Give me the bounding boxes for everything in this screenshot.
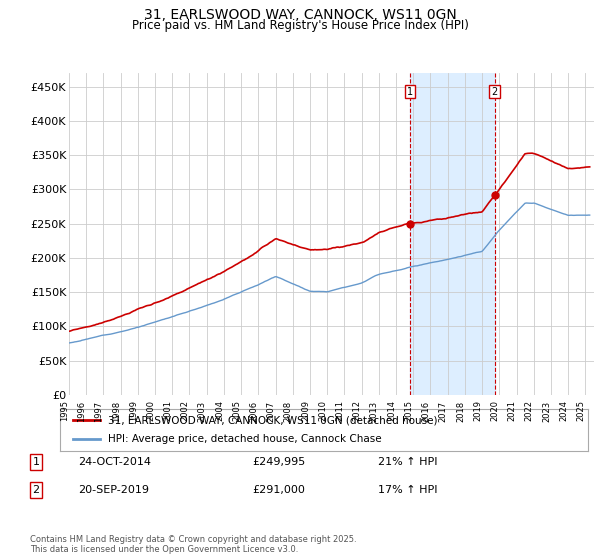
Text: 2022: 2022	[525, 400, 534, 422]
Text: 2020: 2020	[490, 400, 499, 422]
Text: 2003: 2003	[198, 400, 207, 422]
Text: 2023: 2023	[542, 400, 551, 422]
Text: 1: 1	[407, 86, 413, 96]
Text: 2013: 2013	[370, 400, 379, 422]
Text: 2008: 2008	[284, 400, 293, 422]
Text: Contains HM Land Registry data © Crown copyright and database right 2025.
This d: Contains HM Land Registry data © Crown c…	[30, 535, 356, 554]
Text: 2012: 2012	[353, 400, 362, 422]
Text: 31, EARLSWOOD WAY, CANNOCK, WS11 0GN: 31, EARLSWOOD WAY, CANNOCK, WS11 0GN	[143, 8, 457, 22]
Text: 17% ↑ HPI: 17% ↑ HPI	[378, 485, 437, 495]
Text: 2011: 2011	[335, 400, 344, 422]
Text: 1996: 1996	[77, 400, 86, 422]
Text: 2025: 2025	[577, 400, 586, 422]
Text: 2019: 2019	[473, 400, 482, 422]
Text: 2021: 2021	[508, 400, 517, 422]
Text: 1997: 1997	[94, 400, 103, 422]
Text: 24-OCT-2014: 24-OCT-2014	[78, 457, 151, 467]
Text: 20-SEP-2019: 20-SEP-2019	[78, 485, 149, 495]
Text: 2002: 2002	[181, 400, 190, 422]
Text: 2001: 2001	[163, 400, 172, 422]
Text: 1: 1	[32, 457, 40, 467]
Text: 1998: 1998	[112, 400, 121, 422]
Text: 21% ↑ HPI: 21% ↑ HPI	[378, 457, 437, 467]
Text: 2010: 2010	[318, 400, 327, 422]
Text: 2004: 2004	[215, 400, 224, 422]
Text: £249,995: £249,995	[252, 457, 305, 467]
Text: 2009: 2009	[301, 400, 310, 422]
Text: 2: 2	[32, 485, 40, 495]
Text: 2: 2	[491, 86, 497, 96]
Text: 1999: 1999	[129, 400, 138, 422]
Text: 1995: 1995	[60, 400, 69, 422]
Text: Price paid vs. HM Land Registry's House Price Index (HPI): Price paid vs. HM Land Registry's House …	[131, 19, 469, 32]
Text: 2007: 2007	[266, 400, 275, 422]
Text: 2006: 2006	[250, 400, 259, 422]
Text: 2000: 2000	[146, 400, 155, 422]
Text: 31, EARLSWOOD WAY, CANNOCK, WS11 0GN (detached house): 31, EARLSWOOD WAY, CANNOCK, WS11 0GN (de…	[107, 415, 437, 425]
Text: 2016: 2016	[421, 400, 430, 422]
Text: HPI: Average price, detached house, Cannock Chase: HPI: Average price, detached house, Cann…	[107, 435, 381, 445]
Bar	[410, 73, 494, 395]
Text: £291,000: £291,000	[252, 485, 305, 495]
Text: 2014: 2014	[387, 400, 396, 422]
Text: 2018: 2018	[456, 400, 465, 422]
Text: 2005: 2005	[232, 400, 241, 422]
Text: 2017: 2017	[439, 400, 448, 422]
Text: 2024: 2024	[559, 400, 568, 422]
Text: 2015: 2015	[404, 400, 413, 422]
